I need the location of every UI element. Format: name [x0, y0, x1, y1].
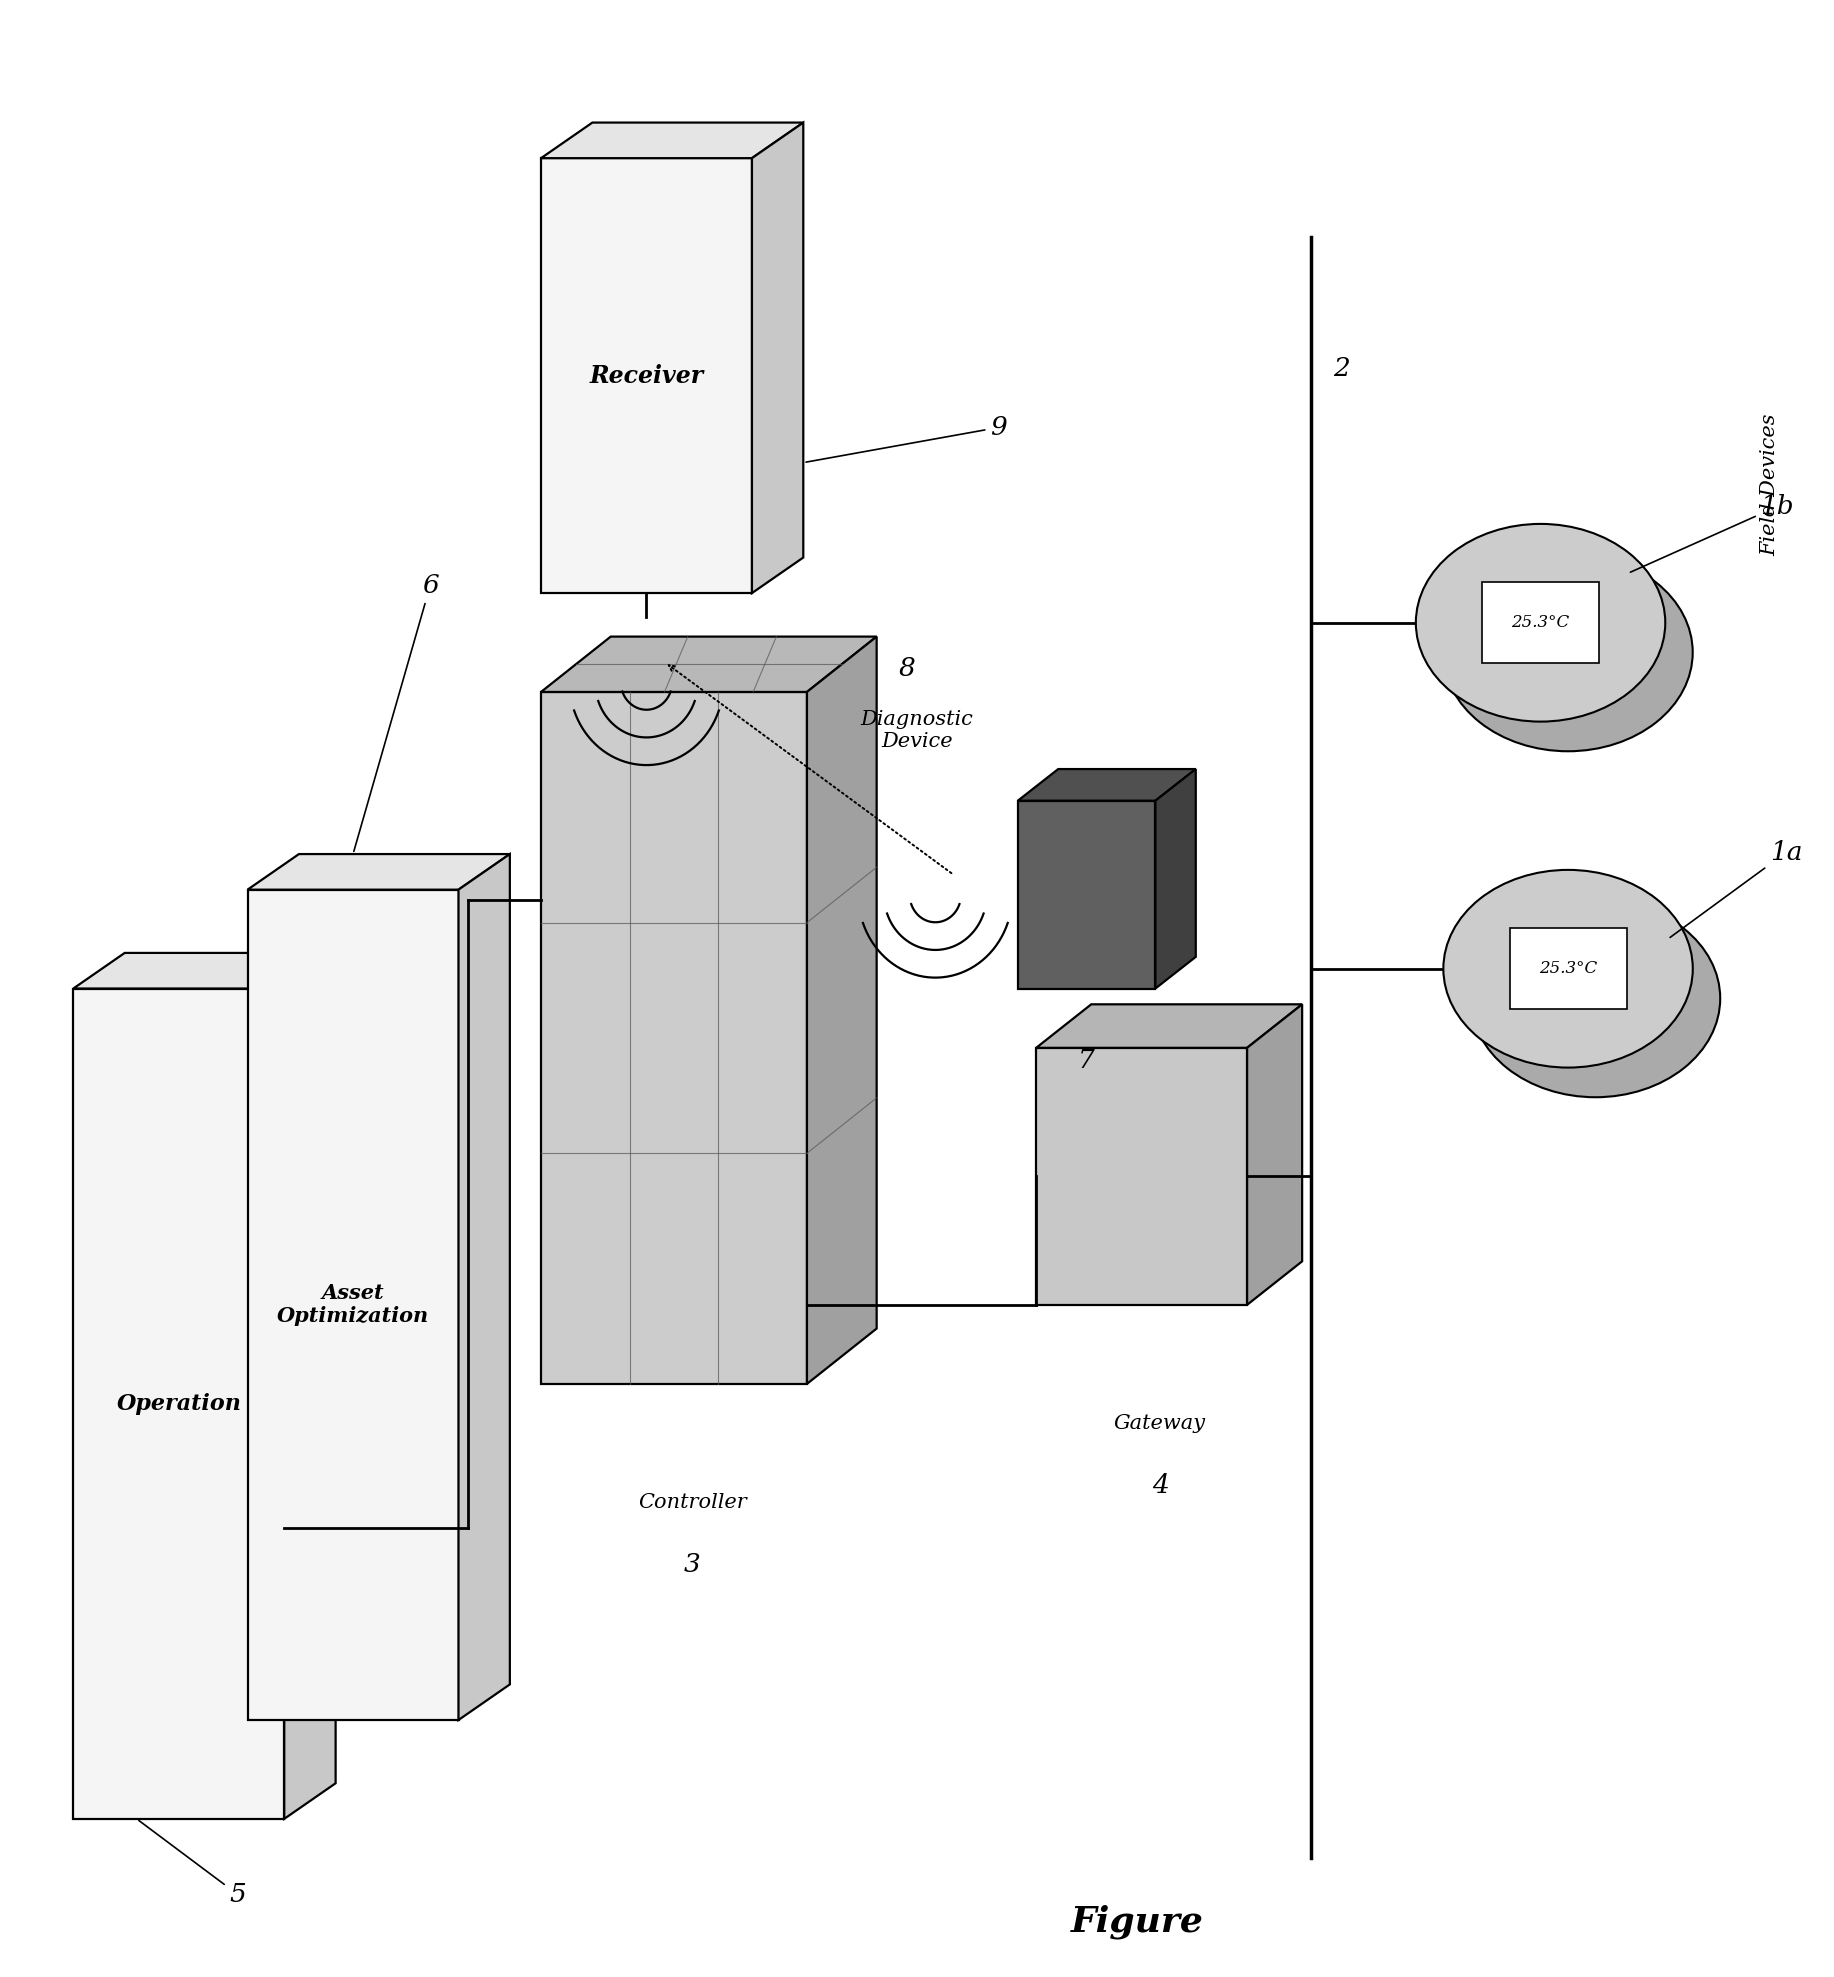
Polygon shape	[248, 854, 510, 890]
Text: Field Devices: Field Devices	[1761, 413, 1779, 556]
Polygon shape	[458, 854, 510, 1720]
Polygon shape	[284, 953, 336, 1819]
Polygon shape	[752, 123, 803, 593]
Text: Operation: Operation	[116, 1392, 242, 1416]
Text: 6: 6	[354, 573, 438, 852]
Text: Receiver: Receiver	[589, 364, 704, 387]
Ellipse shape	[1443, 554, 1693, 751]
Text: 5: 5	[139, 1821, 246, 1908]
Text: 25.3°C: 25.3°C	[1511, 615, 1570, 631]
Text: Figure: Figure	[1071, 1904, 1203, 1939]
Text: 1a: 1a	[1671, 840, 1803, 937]
Polygon shape	[1018, 769, 1196, 801]
Polygon shape	[541, 692, 807, 1384]
FancyBboxPatch shape	[1509, 929, 1627, 1008]
Polygon shape	[541, 123, 803, 158]
Polygon shape	[1036, 1048, 1247, 1305]
Text: 4: 4	[1152, 1473, 1168, 1499]
Polygon shape	[1155, 769, 1196, 988]
Ellipse shape	[1471, 900, 1720, 1097]
Polygon shape	[248, 890, 458, 1720]
Ellipse shape	[1443, 870, 1693, 1068]
Polygon shape	[73, 953, 336, 988]
Polygon shape	[541, 637, 877, 692]
Ellipse shape	[1416, 524, 1665, 722]
Text: Diagnostic
Device: Diagnostic Device	[860, 710, 974, 751]
Text: 1b: 1b	[1630, 494, 1794, 571]
Text: Asset
Optimization: Asset Optimization	[277, 1283, 429, 1327]
Text: 9: 9	[805, 415, 1007, 463]
Text: 7: 7	[1078, 1048, 1095, 1074]
Text: 3: 3	[684, 1552, 701, 1578]
Text: Controller: Controller	[638, 1493, 746, 1512]
Polygon shape	[73, 988, 284, 1819]
Polygon shape	[1036, 1004, 1302, 1048]
Polygon shape	[1247, 1004, 1302, 1305]
Polygon shape	[541, 158, 752, 593]
Text: Gateway: Gateway	[1113, 1414, 1207, 1433]
Polygon shape	[1018, 801, 1155, 988]
FancyBboxPatch shape	[1482, 581, 1599, 662]
Polygon shape	[807, 637, 877, 1384]
Text: 25.3°C: 25.3°C	[1539, 961, 1597, 977]
Text: 8: 8	[899, 656, 915, 682]
Text: 2: 2	[1333, 356, 1350, 382]
